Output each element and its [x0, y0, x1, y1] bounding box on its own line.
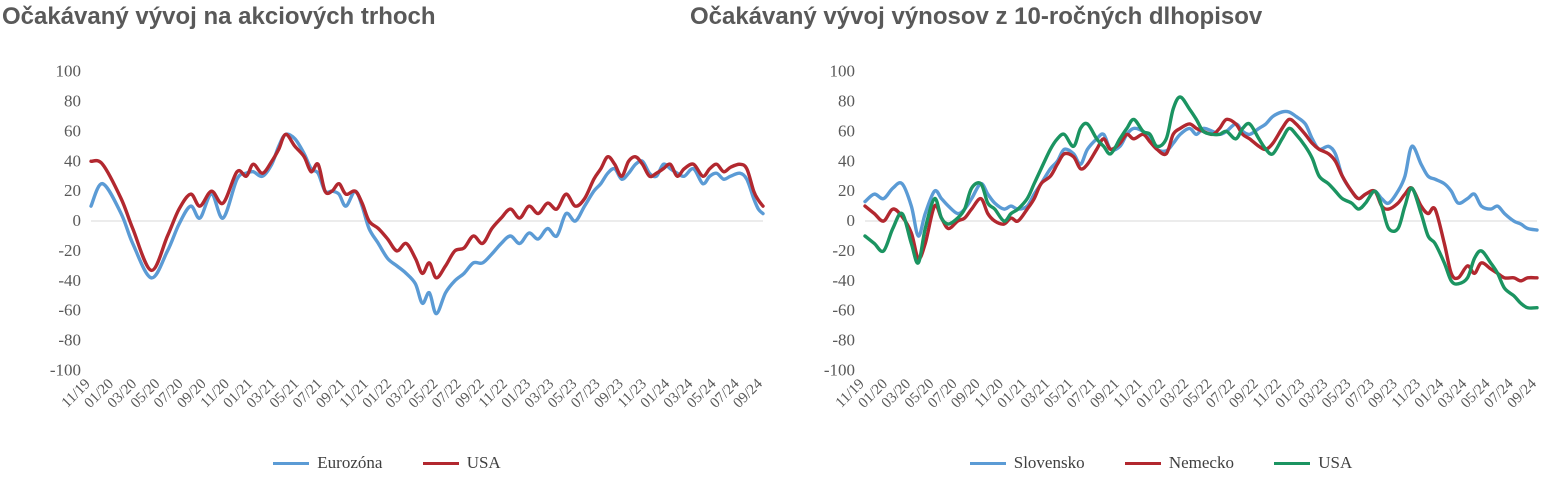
svg-text:-100: -100	[824, 361, 855, 380]
svg-text:-80: -80	[832, 331, 855, 350]
svg-text:20: 20	[64, 181, 81, 200]
svg-text:-40: -40	[832, 271, 855, 290]
svg-text:-60: -60	[832, 301, 855, 320]
svg-text:-20: -20	[832, 241, 855, 260]
svg-text:-80: -80	[58, 331, 81, 350]
svg-text:60: 60	[838, 121, 855, 140]
svg-text:40: 40	[64, 151, 81, 170]
svg-text:100: 100	[830, 62, 856, 81]
svg-text:100: 100	[56, 62, 82, 81]
svg-text:0: 0	[847, 211, 856, 230]
svg-text:80: 80	[64, 91, 81, 110]
svg-text:20: 20	[838, 181, 855, 200]
svg-text:-20: -20	[58, 241, 81, 260]
svg-text:80: 80	[838, 91, 855, 110]
svg-text:40: 40	[838, 151, 855, 170]
svg-text:60: 60	[64, 121, 81, 140]
svg-text:-100: -100	[50, 361, 81, 380]
svg-text:0: 0	[73, 211, 82, 230]
svg-text:-40: -40	[58, 271, 81, 290]
svg-text:-60: -60	[58, 301, 81, 320]
